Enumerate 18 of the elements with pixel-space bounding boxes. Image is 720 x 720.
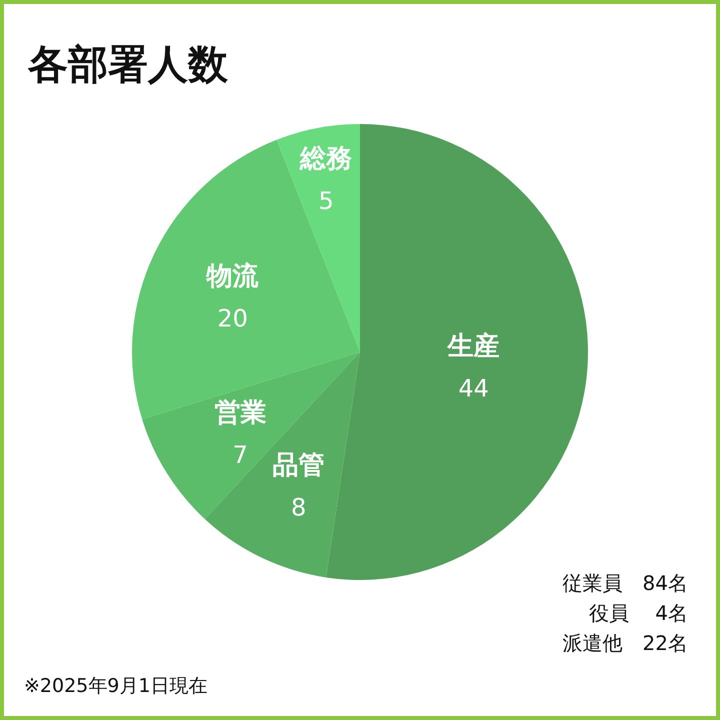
slice-label: 生産	[446, 332, 500, 362]
slice-label: 営業	[214, 398, 266, 428]
data-label: 7	[232, 441, 248, 470]
data-label: 44	[458, 374, 489, 403]
data-label: 8	[291, 493, 306, 522]
text: ※2025年9月1日現在	[24, 675, 208, 697]
data-label: 20	[217, 304, 248, 333]
chart-title: 各部署人数	[27, 42, 229, 88]
pie-slice	[204, 352, 360, 578]
slice-label: 物流	[206, 262, 260, 292]
text: 従業員 84名	[562, 571, 688, 595]
pie-slice	[276, 124, 360, 352]
text: 派遣他 22名	[562, 631, 688, 655]
text: 役員 4名	[588, 601, 688, 625]
data-label: 5	[318, 186, 334, 215]
slice-label: 品管	[272, 450, 325, 480]
pie-slice	[142, 352, 360, 520]
slice-label: 総務	[299, 144, 352, 174]
